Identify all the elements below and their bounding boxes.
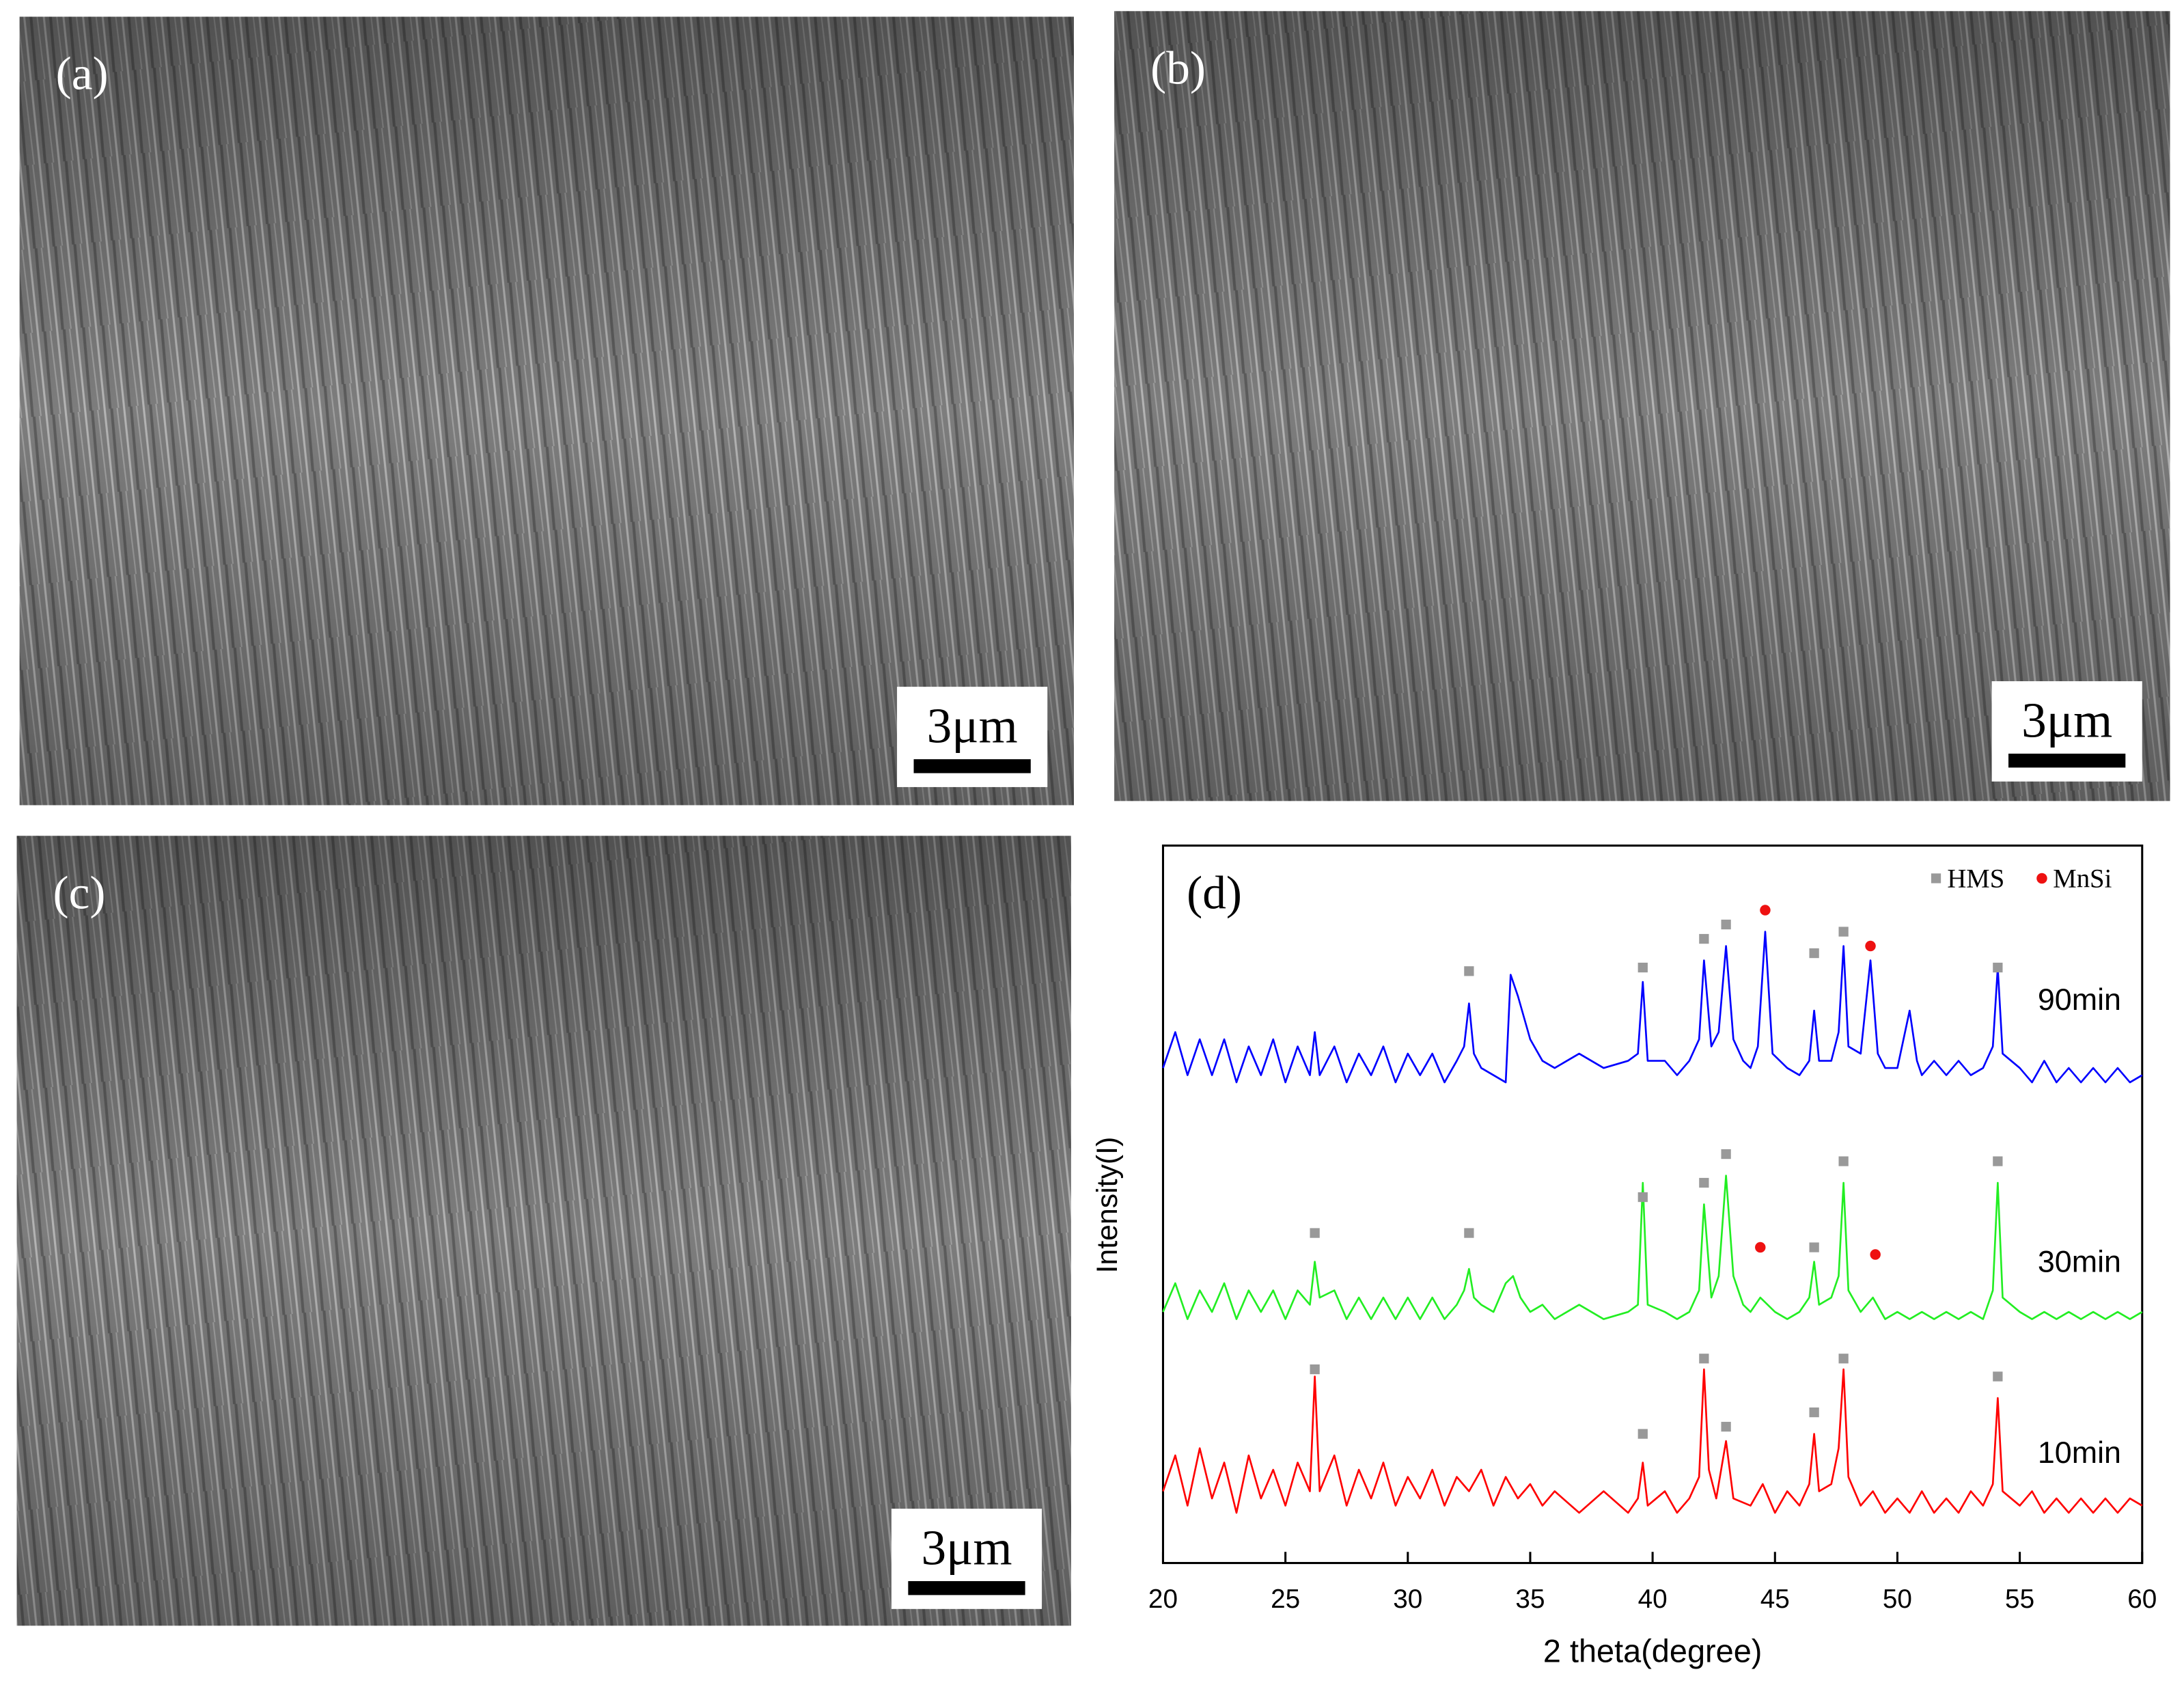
x-axis-label: 2 theta(degree) bbox=[1543, 1633, 1763, 1669]
hms-marker bbox=[1699, 1354, 1709, 1364]
xrd-chart: (d) 20 25 30 35 40 45 50 55 60 2 theta(degree) Inte… bbox=[1091, 845, 2157, 1669]
scale-bar bbox=[2008, 753, 2126, 768]
series-line bbox=[1162, 931, 2143, 1084]
hms-marker bbox=[1310, 1228, 1320, 1238]
series-label: 30min bbox=[2038, 1244, 2121, 1278]
sem-shading bbox=[19, 16, 1074, 806]
mnsi-marker bbox=[1865, 940, 1876, 952]
x-tick-label: 45 bbox=[1760, 1585, 1790, 1614]
sem-shading bbox=[16, 836, 1071, 1626]
hms-marker bbox=[1809, 1242, 1819, 1252]
hms-marker bbox=[1809, 1407, 1819, 1418]
series-line bbox=[1162, 1368, 2143, 1514]
hms-marker bbox=[1721, 1421, 1731, 1432]
panel-label: (c) bbox=[53, 866, 106, 918]
hms-marker bbox=[1699, 933, 1709, 944]
scale-bar-label: 3μm bbox=[921, 1520, 1012, 1576]
x-tick-label: 40 bbox=[1638, 1585, 1668, 1614]
hms-marker bbox=[1809, 948, 1819, 959]
hms-marker bbox=[1310, 1364, 1320, 1375]
x-tick-label: 50 bbox=[1883, 1585, 1912, 1614]
hms-marker bbox=[1721, 919, 1731, 930]
x-tick-label: 20 bbox=[1148, 1585, 1178, 1614]
hms-marker bbox=[1838, 927, 1849, 937]
x-tick-label: 60 bbox=[2127, 1585, 2157, 1614]
hms-marker bbox=[1637, 1429, 1648, 1439]
x-tick-label: 35 bbox=[1515, 1585, 1545, 1614]
hms-marker bbox=[1721, 1149, 1731, 1160]
hms-marker bbox=[1699, 1177, 1709, 1188]
sem-shading bbox=[1114, 11, 2170, 801]
legend-label: HMS bbox=[1947, 864, 2004, 894]
y-axis-label: Intensity(I) bbox=[1091, 1137, 1124, 1274]
mnsi-marker bbox=[1760, 905, 1771, 916]
scale-bar-label: 3μm bbox=[927, 698, 1018, 754]
mnsi-marker bbox=[1870, 1249, 1881, 1260]
legend-symbol bbox=[2036, 873, 2047, 884]
scale-bar-label: 3μm bbox=[2021, 693, 2112, 748]
series-label: 90min bbox=[2038, 982, 2121, 1017]
panel-label: (b) bbox=[1150, 41, 1206, 94]
scale-bar bbox=[913, 759, 1031, 773]
sem-panels: (a) 3μm (b) 3μm (c) 3μm bbox=[16, 11, 2170, 1626]
scale-bar bbox=[908, 1581, 1025, 1595]
hms-marker bbox=[1838, 1156, 1849, 1166]
panel-label: (a) bbox=[56, 46, 109, 99]
legend-label: MnSi bbox=[2053, 864, 2112, 894]
hms-marker bbox=[1637, 962, 1648, 973]
hms-marker bbox=[1464, 966, 1474, 976]
series-line bbox=[1162, 1175, 2143, 1320]
hms-marker bbox=[1464, 1228, 1474, 1238]
hms-marker bbox=[1637, 1192, 1648, 1203]
x-tick-label: 55 bbox=[2005, 1585, 2034, 1614]
hms-marker bbox=[1993, 1371, 2003, 1382]
hms-marker bbox=[1838, 1354, 1849, 1364]
x-tick-label: 25 bbox=[1271, 1585, 1300, 1614]
legend-symbol bbox=[1931, 873, 1941, 883]
panel-label: (d) bbox=[1187, 866, 1242, 918]
mnsi-marker bbox=[1755, 1242, 1766, 1253]
hms-marker bbox=[1993, 962, 2003, 973]
hms-marker bbox=[1993, 1156, 2003, 1166]
x-tick-label: 30 bbox=[1393, 1585, 1422, 1614]
series-label: 10min bbox=[2038, 1435, 2121, 1470]
